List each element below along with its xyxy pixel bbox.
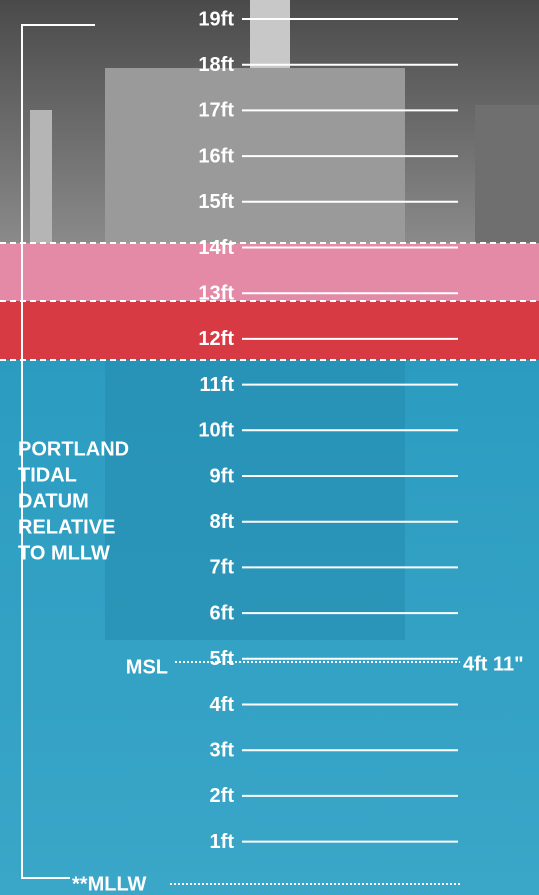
scale-label: 14ft [198,237,234,259]
scale-label: 10ft [198,420,234,442]
infographic: MSL 4ft 11" **MLLW 19ft 18ft 17ft 16ft 15ft 1… [0,0,539,895]
scale-label: 19ft [198,8,234,30]
scale-label: 4ft [210,694,235,716]
scale-label: 16ft [198,145,234,167]
scale-label: 18ft [198,54,234,76]
side-label: RELATIVE [18,516,115,538]
mllw-label: **MLLW [72,873,147,895]
side-label: DATUM [18,490,89,512]
scale-label: 2ft [210,785,235,807]
scale-label: 3ft [210,739,235,761]
side-label: PORTLAND [18,438,129,460]
scale-label: 13ft [198,282,234,304]
scale-label: 9ft [210,465,235,487]
scale-label: 1ft [210,831,235,853]
scale-label: 17ft [198,100,234,122]
scale-label: 7ft [210,557,235,579]
scale-label: 6ft [210,602,235,624]
scale-label: 8ft [210,511,235,533]
scale-label: 12ft [198,328,234,350]
scale-label: 11ft [200,374,235,396]
scale-label: 5ft [210,648,235,670]
msl-value: 4ft 11" [463,653,524,675]
msl-label: MSL [126,656,168,678]
side-label: TO MLLW [18,542,110,564]
scale-label: 15ft [198,191,234,213]
side-label: TIDAL [18,464,77,486]
